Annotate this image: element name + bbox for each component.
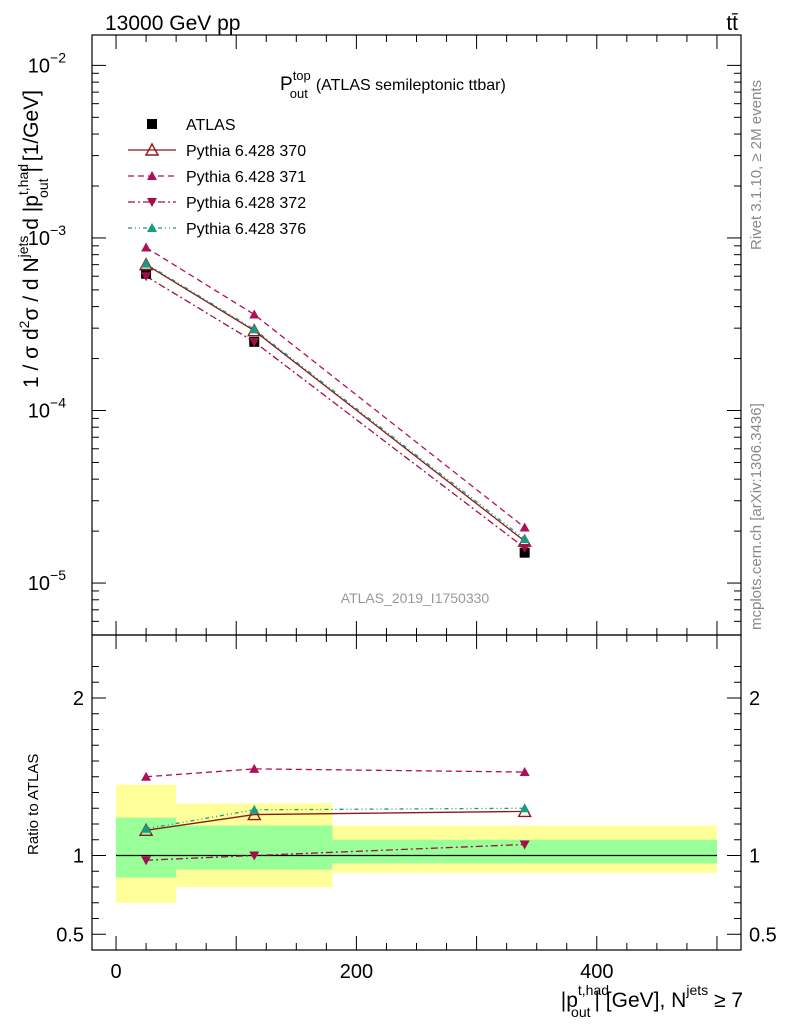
main-series-point-2: [249, 309, 260, 319]
main-series-point-4: [141, 258, 152, 268]
main-y-tick-label: 10−2: [28, 49, 66, 77]
main-series-line-3: [145, 275, 526, 549]
legend-label-4: Pythia 6.428 376: [186, 221, 306, 238]
legend-marker-4: [147, 223, 157, 232]
ratio-series-point-1: [141, 771, 152, 781]
ratio-plot-bands: [116, 784, 717, 903]
ratio-band-green-1: [176, 825, 333, 870]
main-plot-axes: 10−5 10−4 10−3 10−2: [28, 34, 742, 636]
main-series-point-3: [141, 272, 152, 282]
x-tick-label: 0: [110, 961, 121, 983]
ratio-series-line-1: [146, 768, 525, 778]
legend: ATLAS Pythia 6.428 370 Pythia 6.428 371 Pyt…: [128, 117, 306, 238]
ratio-plot-frame: [91, 634, 742, 951]
legend-label-0: ATLAS: [186, 117, 236, 134]
ratio-y-tick-label: 2: [73, 688, 84, 710]
ratio-y-tick-label-right: 0.5: [749, 924, 777, 946]
ratio-series-point-3: [249, 804, 260, 814]
legend-label-1: Pythia 6.428 370: [186, 143, 306, 160]
plot-title-sub: out: [290, 86, 308, 101]
ratio-y-tick-label-right: 2: [749, 688, 760, 710]
plot-title: Ptop out (ATLAS semileptonic ttbar): [280, 68, 506, 101]
ratio-y-tick-label: 1: [73, 846, 84, 868]
main-series-point-2: [141, 242, 152, 252]
ratio-series-point-3: [141, 823, 152, 833]
legend-marker-2: [147, 171, 157, 180]
legend-label-3: Pythia 6.428 372: [186, 195, 306, 212]
main-y-axis-label: 1 / σ d2σ / d Njets d |pt,had out| [1/GeV…: [15, 90, 51, 388]
ratio-y-axis-label: Ratio to ATLAS: [25, 754, 42, 855]
analysis-label: ATLAS_2019_I1750330: [341, 590, 490, 606]
plot-title-main: P: [280, 74, 293, 95]
plot-title-sup: top: [293, 68, 311, 83]
ratio-y-tick-label: 0.5: [56, 924, 84, 946]
ratio-series-point-2: [141, 856, 152, 866]
main-y-tick-label: 10−3: [28, 222, 66, 250]
legend-marker-1: [144, 142, 160, 156]
main-y-tick-label: 10−5: [28, 567, 66, 595]
plot-title-rest: (ATLAS semileptonic ttbar): [316, 77, 506, 94]
ratio-series-point-3: [519, 803, 530, 813]
mcplots-label: mcplots.cern.ch [arXiv:1306.3436]: [748, 403, 765, 630]
legend-marker-0: [147, 119, 157, 129]
rivet-label: Rivet 3.1.10, ≥ 2M events: [748, 80, 765, 250]
main-series-point-4: [249, 324, 260, 334]
main-series-point-3: [249, 337, 260, 347]
ratio-band-green-2: [332, 839, 717, 864]
main-series-point-3: [519, 543, 530, 553]
ratio-plot-axes: 0.5 0.5 1 1 2 2 0 200 400: [56, 634, 777, 983]
ratio-series-point-0: [247, 807, 262, 821]
ratio-series-line-0: [145, 810, 525, 831]
x-tick-label: 200: [340, 961, 373, 983]
main-y-tick-label: 10−4: [28, 394, 66, 422]
main-series-point-4: [519, 534, 530, 544]
ratio-series-point-1: [519, 767, 530, 777]
main-series-line-2: [145, 246, 526, 528]
x-tick-label: 400: [580, 961, 613, 983]
process-label: tt̄: [726, 12, 738, 35]
x-axis-label: |pt,had out | [GeV], Njets ≥ 7: [561, 982, 743, 1020]
main-series-point-2: [519, 522, 530, 532]
ratio-series-point-2: [519, 840, 530, 850]
ratio-series-point-1: [249, 763, 260, 773]
main-plot-series: [138, 242, 532, 558]
ratio-series-point-2: [249, 851, 260, 861]
energy-label: 13000 GeV pp: [105, 12, 240, 35]
ratio-plot-series: [138, 763, 532, 866]
ratio-y-tick-label-right: 1: [749, 846, 760, 868]
legend-label-2: Pythia 6.428 371: [186, 169, 306, 186]
legend-marker-3: [147, 198, 157, 207]
